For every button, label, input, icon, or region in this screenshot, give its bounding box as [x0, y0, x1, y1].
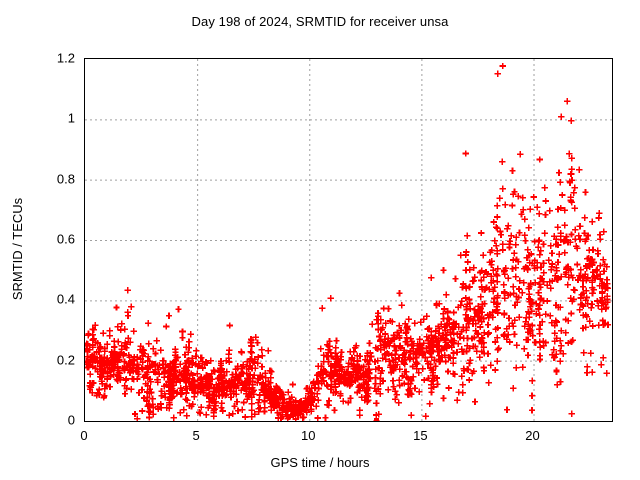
y-tick-label: 0.6: [56, 231, 75, 247]
y-tick-label: 0: [67, 412, 75, 428]
y-tick-label: 1.2: [56, 50, 75, 66]
x-tick-label: 20: [525, 428, 540, 443]
x-axis-label: GPS time / hours: [270, 455, 370, 470]
y-tick-label: 0.8: [56, 171, 75, 187]
y-tick-label: 0.4: [56, 291, 75, 307]
x-tick-label: 0: [80, 428, 88, 443]
chart-title: Day 198 of 2024, SRMTID for receiver uns…: [191, 14, 449, 29]
x-tick-label: 10: [301, 428, 316, 443]
scatter-series-srmtid: [85, 62, 612, 421]
y-tick-label: 0.2: [56, 352, 75, 368]
y-axis-label: SRMTID / TECUs: [10, 197, 25, 301]
y-tick-label: 1: [67, 110, 75, 126]
plot-area: [84, 58, 613, 422]
x-tick-label: 5: [192, 428, 200, 443]
x-tick-label: 15: [413, 428, 428, 443]
